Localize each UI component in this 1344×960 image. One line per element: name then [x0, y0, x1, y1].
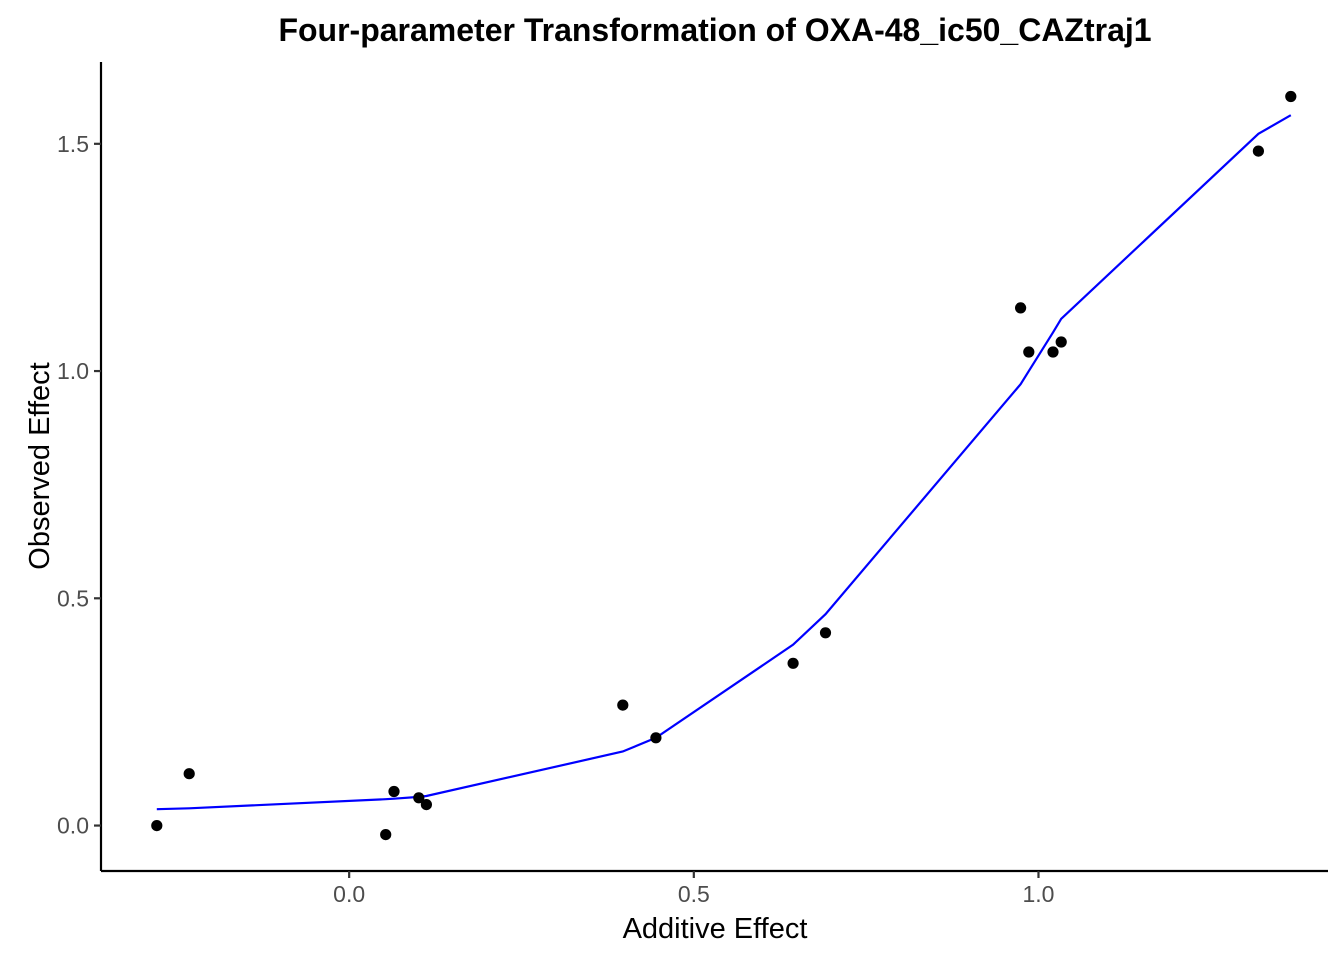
y-tick-label: 0.0	[57, 813, 89, 839]
data-point-12	[1023, 346, 1035, 358]
y-tick-label: 1.5	[57, 131, 89, 157]
y-tick-label: 1.0	[57, 358, 89, 384]
x-tick-label: 0.5	[678, 881, 710, 907]
data-point-4	[388, 785, 400, 798]
data-point-9	[787, 657, 799, 669]
data-point-8	[650, 732, 662, 744]
data-point-3	[380, 829, 392, 841]
x-tick-label: 0.0	[333, 881, 365, 907]
data-point-10	[819, 627, 832, 639]
data-point-14	[1055, 336, 1067, 348]
data-point-2	[183, 768, 195, 780]
y-axis-label: Observed Effect	[24, 362, 56, 569]
data-point-13	[1047, 346, 1059, 358]
fit-line	[156, 114, 1292, 811]
data-point-6	[420, 799, 432, 811]
x-axis-ticks: 0.0 0.5 1.0	[333, 871, 1054, 907]
plot-area	[151, 90, 1297, 841]
data-point-7	[617, 699, 629, 711]
y-axis-ticks: 0.0 0.5 1.0 1.5	[57, 131, 101, 839]
data-point-1	[151, 820, 163, 832]
chart-title: Four-parameter Transformation of OXA-48_…	[278, 12, 1151, 48]
data-point-16	[1285, 90, 1297, 103]
x-tick-label: 1.0	[1022, 881, 1054, 907]
y-tick-label: 0.5	[57, 585, 89, 611]
data-point-5	[413, 792, 425, 804]
x-axis-label: Additive Effect	[623, 913, 808, 945]
data-point-15	[1252, 145, 1264, 157]
data-point-11	[1015, 302, 1027, 314]
